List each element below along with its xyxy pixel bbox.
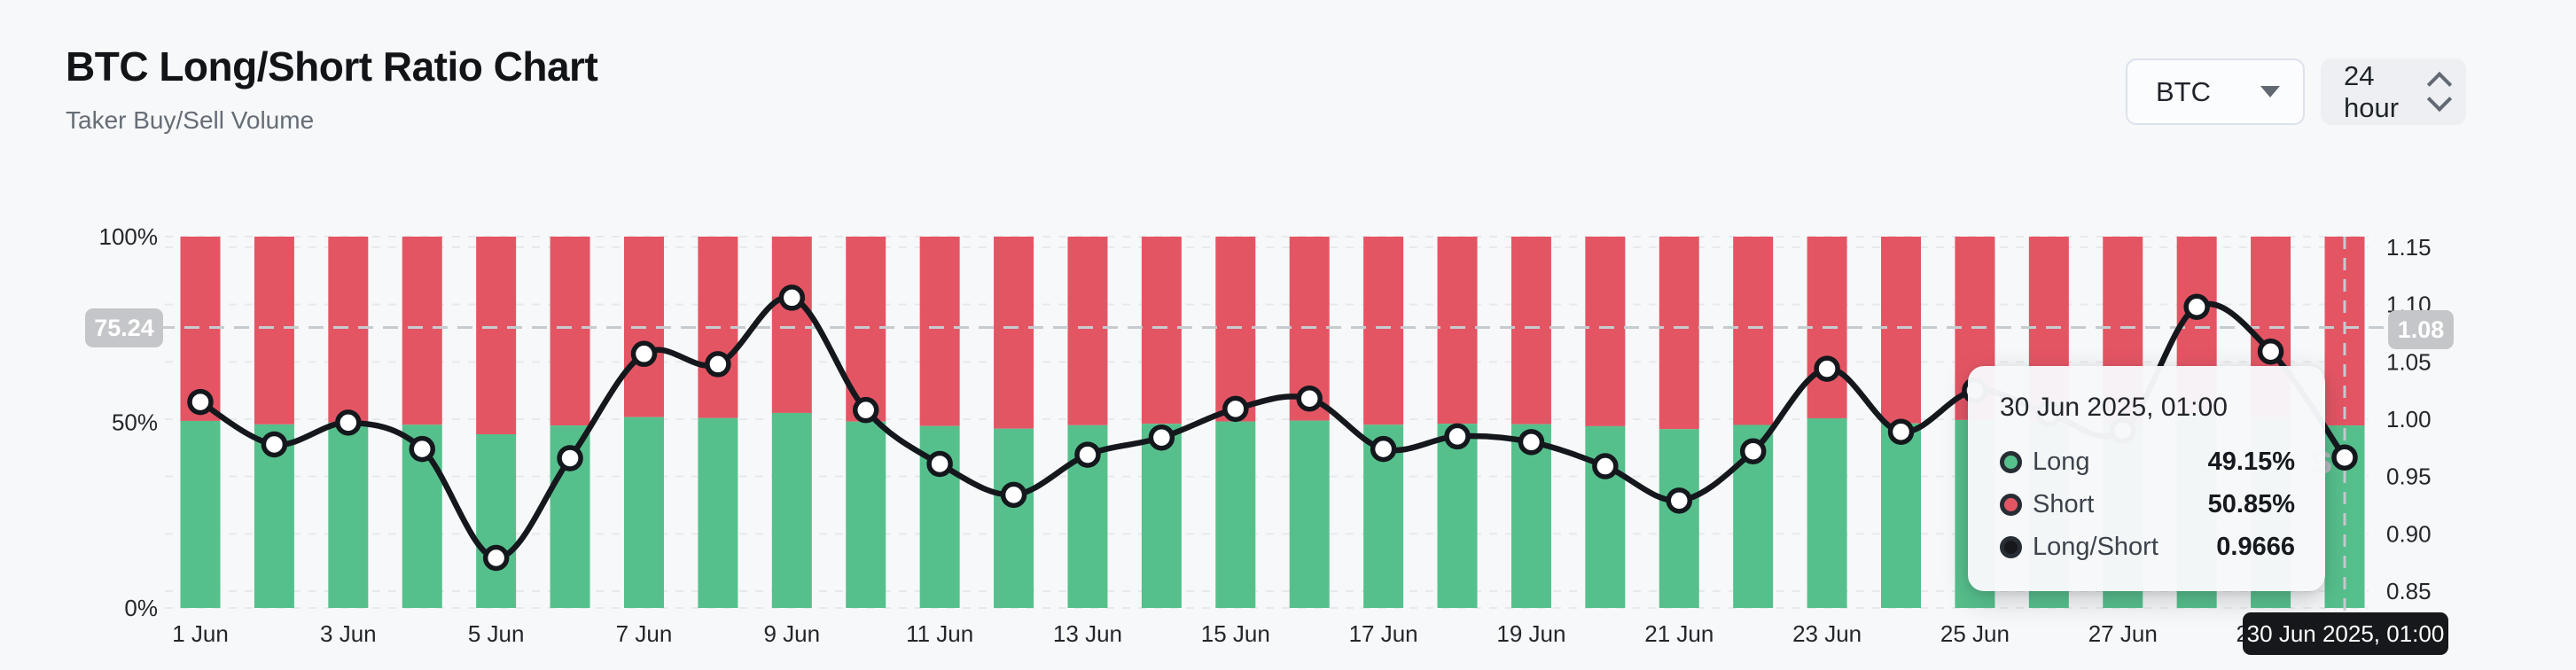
chart-tooltip: 30 Jun 2025, 01:00 Long 49.15% Short 50.…: [1968, 366, 2325, 591]
svg-text:0.85: 0.85: [2386, 578, 2432, 604]
tooltip-value: 0.9666: [2216, 533, 2295, 561]
tooltip-title: 30 Jun 2025, 01:00: [2000, 393, 2228, 422]
svg-text:27 Jun: 27 Jun: [2088, 620, 2158, 647]
svg-text:7 Jun: 7 Jun: [616, 620, 673, 647]
svg-text:1.00: 1.00: [2386, 406, 2432, 432]
svg-text:1 Jun: 1 Jun: [172, 620, 229, 647]
page-subtitle: Taker Buy/Sell Volume: [66, 106, 315, 134]
header: BTC Long/Short Ratio Chart Taker Buy/Sel…: [66, 43, 598, 135]
symbol-dropdown[interactable]: BTC: [2126, 58, 2305, 125]
svg-text:0.95: 0.95: [2386, 464, 2432, 490]
page-title: BTC Long/Short Ratio Chart: [66, 43, 598, 90]
svg-text:21 Jun: 21 Jun: [1644, 620, 1713, 647]
svg-text:5 Jun: 5 Jun: [468, 620, 525, 647]
crosshair-x-date-badge: 30 Jun 2025, 01:00: [2243, 612, 2448, 655]
svg-text:15 Jun: 15 Jun: [1201, 620, 1270, 647]
long-marker-icon: [2000, 451, 2022, 473]
svg-text:23 Jun: 23 Jun: [1792, 620, 1862, 647]
svg-text:3 Jun: 3 Jun: [320, 620, 377, 647]
crosshair-y-left-badge: 75.24: [85, 308, 163, 347]
chart-controls: BTC 24 hour: [2126, 58, 2466, 125]
svg-text:25 Jun: 25 Jun: [1940, 620, 2010, 647]
tooltip-value: 49.15%: [2207, 448, 2295, 476]
svg-text:1.15: 1.15: [2386, 234, 2432, 261]
svg-text:0%: 0%: [124, 595, 158, 621]
svg-text:1.05: 1.05: [2386, 348, 2432, 375]
svg-text:19 Jun: 19 Jun: [1496, 620, 1565, 647]
crosshair-y-right-badge: 1.08: [2388, 310, 2454, 349]
tooltip-row-short: Short 50.85%: [2000, 490, 2295, 519]
tooltip-label: Long: [2033, 448, 2090, 476]
tooltip-row-ratio: Long/Short 0.9666: [2000, 533, 2295, 562]
svg-text:17 Jun: 17 Jun: [1349, 620, 1418, 647]
tooltip-value: 50.85%: [2207, 490, 2295, 518]
caret-down-icon: [2260, 86, 2280, 97]
tooltip-label: Long/Short: [2033, 533, 2158, 561]
svg-text:9 Jun: 9 Jun: [764, 620, 821, 647]
svg-text:0.90: 0.90: [2386, 520, 2432, 547]
tooltip-row-long: Long 49.15%: [2000, 448, 2295, 477]
interval-dropdown-value: 24 hour: [2344, 59, 2400, 123]
svg-text:50%: 50%: [112, 409, 158, 436]
short-marker-icon: [2000, 494, 2022, 516]
svg-text:11 Jun: 11 Jun: [906, 620, 973, 647]
svg-text:100%: 100%: [99, 223, 159, 250]
ratio-marker-icon: [2000, 536, 2022, 558]
tooltip-label: Short: [2033, 490, 2095, 518]
symbol-dropdown-value: BTC: [2156, 75, 2211, 107]
interval-dropdown[interactable]: 24 hour: [2321, 58, 2466, 125]
svg-text:13 Jun: 13 Jun: [1053, 620, 1122, 647]
